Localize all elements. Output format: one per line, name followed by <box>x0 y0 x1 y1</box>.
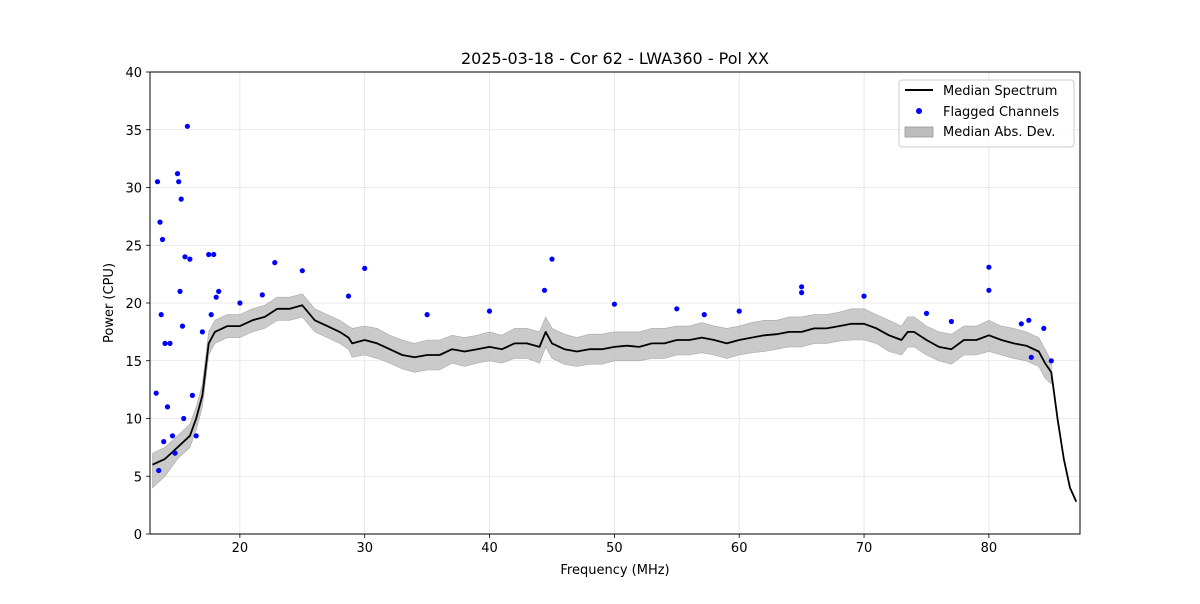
x-tick-label: 70 <box>856 541 873 556</box>
y-tick-label: 30 <box>125 182 142 197</box>
y-tick-label: 35 <box>125 124 142 139</box>
x-tick-label: 30 <box>356 541 373 556</box>
flagged-point <box>208 312 214 318</box>
y-tick-label: 5 <box>134 470 142 485</box>
legend-mad-swatch <box>904 126 934 138</box>
y-tick-label: 10 <box>125 413 142 428</box>
flagged-point <box>187 256 193 262</box>
flagged-point <box>177 288 183 294</box>
legend-mad-label: Median Abs. Dev. <box>943 125 1055 140</box>
flagged-point <box>986 264 992 270</box>
y-tick-label: 20 <box>125 297 142 312</box>
x-axis-label: Frequency (MHz) <box>560 563 669 578</box>
flagged-point <box>1028 354 1034 360</box>
flagged-point <box>162 340 168 346</box>
flagged-point <box>182 254 188 260</box>
flagged-point <box>176 179 182 185</box>
flagged-point <box>1048 358 1054 364</box>
flagged-point <box>362 265 368 271</box>
flagged-point <box>861 293 867 299</box>
flagged-point <box>161 439 167 445</box>
flagged-point <box>181 415 187 422</box>
flagged-point <box>701 312 707 318</box>
y-tick-label: 15 <box>125 355 142 370</box>
flagged-point <box>169 433 176 439</box>
flagged-point <box>541 287 548 293</box>
chart-title: 2025-03-18 - Cor 62 - LWA360 - Pol XX <box>461 49 769 68</box>
flagged-point <box>167 340 173 346</box>
flagged-point <box>206 251 212 258</box>
legend-median-label: Median Spectrum <box>943 84 1057 99</box>
flagged-point <box>154 179 161 185</box>
y-axis-label: Power (CPU) <box>102 263 117 343</box>
flagged-point <box>164 404 171 410</box>
flagged-point <box>611 301 618 307</box>
flagged-point <box>486 308 493 314</box>
flagged-point <box>193 433 199 439</box>
flagged-point <box>213 294 219 300</box>
flagged-channels <box>153 123 1054 474</box>
flagged-point <box>424 312 430 318</box>
flagged-point <box>674 306 680 312</box>
x-tick-label: 60 <box>731 541 748 556</box>
plot-area <box>152 123 1078 503</box>
flagged-point <box>216 288 222 294</box>
mad-band <box>152 293 1052 489</box>
flagged-point <box>736 308 742 314</box>
flagged-point <box>157 219 163 225</box>
axis-ticks: 20 30 40 50 60 70 80 0 5 10 15 20 25 30 35 40 <box>125 66 997 556</box>
y-tick-label: 25 <box>125 239 142 254</box>
flagged-point <box>799 284 805 290</box>
flagged-point <box>799 290 805 296</box>
flagged-point <box>948 318 955 325</box>
flagged-point <box>199 329 205 335</box>
x-tick-label: 20 <box>232 541 249 556</box>
flagged-point <box>178 196 184 202</box>
legend-flagged-swatch <box>916 108 922 114</box>
flagged-point <box>184 123 190 129</box>
flagged-point <box>189 392 195 398</box>
x-tick-label: 80 <box>981 541 998 556</box>
flagged-point <box>156 467 162 474</box>
legend-box <box>898 79 1075 148</box>
median-spectrum-line <box>152 304 1078 503</box>
flagged-point <box>1041 325 1047 331</box>
flagged-point <box>172 450 178 456</box>
flagged-point <box>179 323 186 329</box>
flagged-point <box>211 251 217 258</box>
flagged-point <box>1018 321 1024 327</box>
flagged-point <box>174 171 181 177</box>
flagged-point <box>259 292 265 298</box>
y-tick-label: 40 <box>125 66 142 81</box>
flagged-point <box>923 310 930 316</box>
flagged-point <box>272 260 278 266</box>
flagged-point <box>237 300 243 306</box>
flagged-point <box>153 390 159 396</box>
flagged-point <box>159 236 166 243</box>
legend-flagged-label: Flagged Channels <box>943 105 1059 120</box>
x-tick-label: 50 <box>606 541 623 556</box>
y-tick-label: 0 <box>134 528 142 543</box>
legend: Median Spectrum Flagged Channels Median … <box>898 79 1075 148</box>
flagged-point <box>158 312 164 318</box>
flagged-point <box>549 256 555 262</box>
x-tick-label: 40 <box>481 541 498 556</box>
flagged-point <box>299 268 305 274</box>
flagged-point <box>345 293 352 299</box>
flagged-point <box>1026 317 1032 323</box>
flagged-point <box>986 287 992 293</box>
